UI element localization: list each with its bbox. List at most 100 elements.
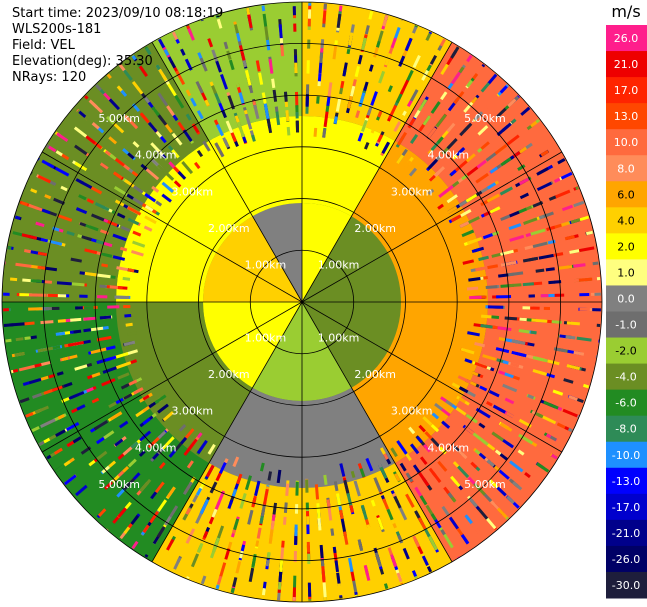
- speckle-mark: [470, 96, 478, 105]
- speckle-mark: [406, 69, 414, 82]
- speckle-mark: [458, 397, 466, 404]
- range-ring-label: 2.00km: [208, 368, 250, 381]
- speckle-mark: [157, 499, 168, 512]
- speckle-mark: [430, 513, 437, 521]
- speckle-mark: [317, 73, 322, 82]
- speckle-mark: [458, 66, 465, 74]
- colorbar-tick-label: 17.0: [614, 84, 639, 97]
- speckle-mark: [393, 473, 401, 482]
- speckle-mark: [173, 557, 182, 570]
- speckle-mark: [375, 40, 381, 48]
- speckle-mark: [251, 134, 256, 142]
- speckle-mark: [233, 24, 239, 34]
- speckle-mark: [39, 375, 49, 382]
- speckle-mark: [323, 111, 329, 128]
- speckle-mark: [462, 124, 471, 133]
- speckle-mark: [564, 235, 575, 241]
- speckle-mark: [477, 125, 489, 136]
- speckle-mark: [142, 394, 150, 401]
- speckle-mark: [256, 527, 262, 539]
- speckle-mark: [482, 354, 497, 361]
- speckle-mark: [496, 507, 508, 519]
- speckle-mark: [55, 429, 66, 438]
- speckle-mark: [422, 443, 431, 453]
- speckle-mark: [489, 206, 501, 214]
- speckle-mark: [495, 347, 510, 354]
- speckle-mark: [354, 66, 361, 78]
- speckle-mark: [86, 198, 95, 204]
- speckle-mark: [357, 54, 363, 65]
- colorbar-cell: [606, 337, 647, 365]
- speckle-mark: [409, 89, 419, 102]
- colorbar-tick-label: 8.0: [617, 162, 635, 175]
- range-ring-label: 3.00km: [391, 185, 433, 198]
- speckle-mark: [469, 370, 479, 377]
- speckle-mark: [393, 495, 402, 509]
- speckle-mark: [468, 277, 481, 282]
- speckle-mark: [171, 31, 179, 41]
- speckle-mark: [158, 38, 166, 49]
- speckle-mark: [475, 528, 483, 537]
- range-ring-label: 5.00km: [98, 478, 140, 491]
- speckle-mark: [145, 47, 152, 56]
- speckle-mark: [116, 212, 126, 219]
- speckle-mark: [500, 249, 514, 256]
- speckle-mark: [212, 537, 220, 551]
- speckle-mark: [457, 375, 472, 384]
- speckle-mark: [570, 217, 582, 224]
- speckle-mark: [396, 440, 408, 455]
- speckle-mark: [174, 94, 185, 109]
- speckle-mark: [285, 483, 290, 497]
- sector-0-near: [302, 203, 352, 302]
- speckle-mark: [416, 436, 423, 444]
- speckle-mark: [51, 385, 63, 392]
- speckle-mark: [211, 508, 218, 518]
- speckle-mark: [342, 68, 347, 77]
- speckle-mark: [498, 370, 506, 376]
- speckle-mark: [363, 564, 371, 581]
- speckle-mark: [370, 119, 379, 134]
- speckle-mark: [72, 436, 82, 444]
- speckle-mark: [347, 94, 354, 109]
- speckle-mark: [592, 261, 599, 266]
- speckle-mark: [272, 89, 278, 102]
- speckle-mark: [127, 458, 137, 468]
- speckle-mark: [477, 507, 489, 521]
- speckle-mark: [246, 7, 251, 15]
- speckle-mark: [316, 96, 320, 104]
- speckle-mark: [102, 365, 119, 374]
- sector-1-far: [395, 42, 602, 302]
- speckle-mark: [186, 576, 190, 579]
- speckle-mark: [443, 486, 450, 495]
- speckle-mark: [24, 321, 35, 326]
- speckle-mark: [235, 561, 242, 574]
- speckle-mark: [75, 178, 84, 185]
- speckle-mark: [117, 470, 125, 478]
- speckle-mark: [108, 136, 118, 145]
- speckle-mark: [499, 186, 514, 196]
- speckle-mark: [399, 79, 410, 95]
- speckle-mark: [277, 582, 282, 590]
- speckle-mark: [186, 438, 198, 453]
- speckle-mark: [107, 220, 118, 227]
- elevation-text: Elevation(deg): 35.30: [12, 54, 153, 69]
- speckle-mark: [267, 471, 273, 481]
- speckle-mark: [132, 141, 140, 148]
- speckle-mark: [15, 262, 32, 268]
- speckle-mark: [509, 460, 524, 473]
- speckle-mark: [326, 499, 331, 509]
- speckle-mark: [437, 460, 448, 472]
- speckle-mark: [536, 462, 545, 470]
- speckle-mark: [70, 317, 82, 322]
- colorbar-tick-label: 26.0: [614, 32, 639, 45]
- speckle-mark: [166, 538, 175, 551]
- speckle-mark: [92, 103, 104, 114]
- speckle-mark: [419, 495, 428, 506]
- speckle-mark: [142, 405, 150, 413]
- speckle-mark: [433, 518, 442, 529]
- speckle-mark: [175, 70, 186, 86]
- colorbar-cell: [606, 233, 647, 260]
- speckle-mark: [30, 188, 38, 194]
- speckle-mark: [79, 221, 87, 228]
- speckle-mark: [523, 217, 538, 225]
